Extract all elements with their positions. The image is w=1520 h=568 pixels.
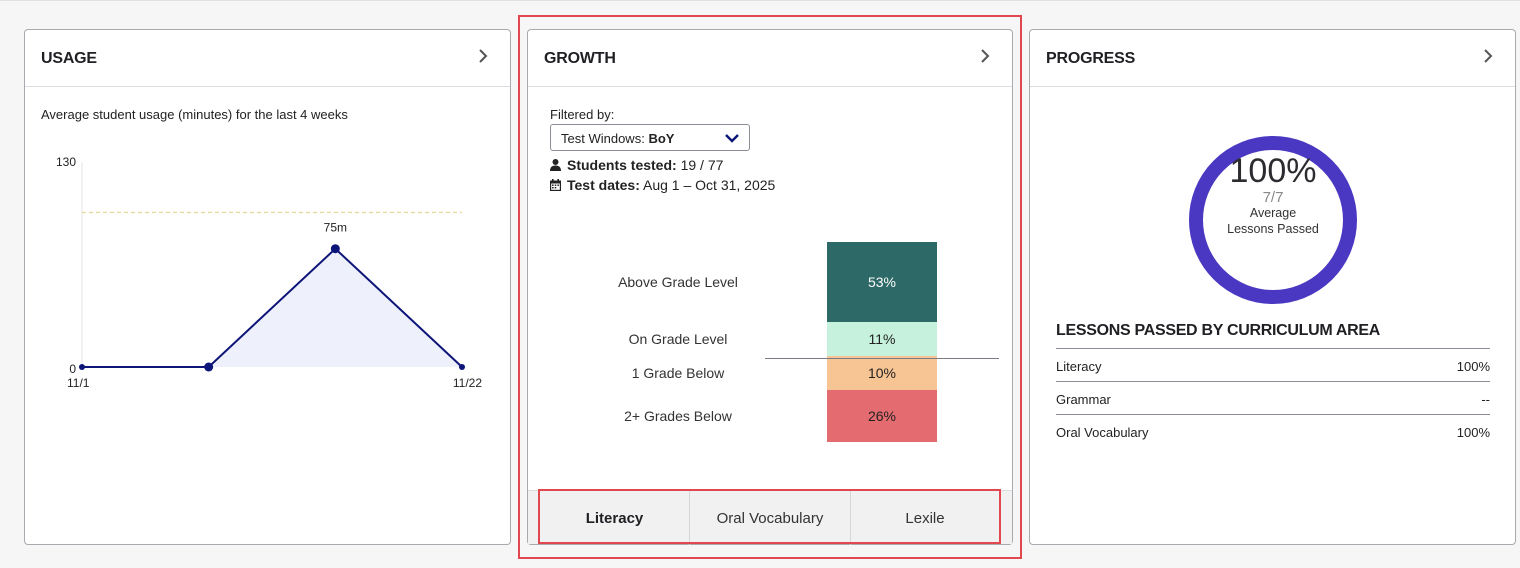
growth-category-label: 1 Grade Below [631, 365, 725, 381]
x-tick-label: 11/22 [453, 376, 482, 390]
lessons-row-value: -- [1481, 392, 1490, 407]
lessons-row-name: Literacy [1056, 359, 1102, 374]
top-divider [0, 0, 1520, 1]
tab-lexile[interactable]: Lexile [905, 510, 945, 527]
chevron-right-icon[interactable] [978, 47, 992, 65]
growth-category-label: 2+ Grades Below [624, 408, 732, 424]
students-tested-label: Students tested: [567, 157, 677, 173]
usage-card: USAGE Average student usage (minutes) fo… [24, 29, 511, 545]
growth-bar-segment: 10% [827, 356, 937, 390]
tab-divider [850, 491, 851, 545]
filter-label: Filtered by: [550, 107, 615, 122]
progress-ring [1189, 136, 1357, 304]
lessons-row-oral-vocabulary: Oral Vocabulary 100% [1056, 414, 1490, 447]
tab-oral-vocabulary[interactable]: Oral Vocabulary [716, 510, 824, 527]
chevron-right-icon[interactable] [1481, 47, 1495, 65]
growth-bar-segment: 26% [827, 390, 937, 442]
chevron-down-icon [725, 134, 739, 143]
students-tested-value: 19 / 77 [680, 157, 724, 173]
grade-level-line [765, 358, 999, 359]
lessons-passed-title: LESSONS PASSED BY CURRICULUM AREA [1056, 322, 1381, 339]
progress-donut [1189, 136, 1357, 304]
growth-card-header[interactable]: GROWTH [528, 30, 1012, 87]
usage-chart: 75m 130 011/1 11/22 [56, 155, 482, 390]
growth-card: GROWTH Filtered by: Test Windows: BoY St… [527, 29, 1013, 545]
usage-series-line [82, 247, 463, 368]
chevron-right-icon[interactable] [476, 47, 490, 65]
highlight-growth-tabs [538, 489, 1001, 544]
usage-point [459, 364, 465, 370]
progress-label-average: Average [1249, 206, 1297, 220]
growth-category-label: Above Grade Level [618, 274, 738, 290]
growth-bar-segment: 53% [827, 242, 937, 322]
y-tick-label: 0 [69, 362, 76, 376]
growth-category-label: On Grade Level [628, 331, 728, 347]
dropdown-key: Test Windows: [561, 131, 645, 146]
tab-literacy[interactable]: Literacy [585, 510, 644, 527]
tab-divider [689, 491, 690, 545]
progress-card-header[interactable]: PROGRESS [1030, 30, 1515, 87]
progress-percent: 100% [1229, 152, 1317, 190]
y-tick-label: 130 [56, 155, 76, 169]
progress-label-lessons: Lessons Passed [1227, 222, 1319, 236]
x-tick-label: 11/1 [67, 376, 90, 390]
usage-point [330, 244, 340, 254]
growth-bar-segment: 11% [827, 322, 937, 356]
lessons-row-literacy: Literacy 100% [1056, 348, 1490, 381]
calendar-icon [550, 179, 561, 191]
usage-point-label: 75m [324, 221, 347, 235]
lessons-row-value: 100% [1456, 425, 1490, 440]
test-dates: Test dates: Aug 1 – Oct 31, 2025 [550, 177, 775, 193]
lessons-row-value: 100% [1456, 359, 1490, 374]
user-icon [550, 159, 561, 171]
test-window-dropdown[interactable]: Test Windows: BoY [550, 124, 750, 151]
progress-title: PROGRESS [1046, 50, 1136, 67]
highlight-growth-card [518, 15, 1022, 559]
usage-subtitle: Average student usage (minutes) for the … [41, 107, 348, 122]
students-tested: Students tested: 19 / 77 [550, 157, 723, 173]
usage-title: USAGE [41, 50, 97, 67]
usage-card-header[interactable]: USAGE [25, 30, 510, 87]
lessons-row-name: Oral Vocabulary [1056, 425, 1149, 440]
lessons-row-name: Grammar [1056, 392, 1111, 407]
usage-point [204, 362, 214, 372]
test-dates-value: Aug 1 – Oct 31, 2025 [643, 177, 776, 193]
dropdown-value: BoY [648, 131, 675, 146]
progress-fraction: 7/7 [1262, 189, 1284, 206]
growth-title: GROWTH [544, 50, 616, 67]
progress-card: PROGRESS 100% 7/7 Average Lessons Passed… [1029, 29, 1516, 545]
test-dates-label: Test dates: [567, 177, 640, 193]
usage-point [79, 364, 85, 370]
lessons-row-grammar: Grammar -- [1056, 381, 1490, 414]
